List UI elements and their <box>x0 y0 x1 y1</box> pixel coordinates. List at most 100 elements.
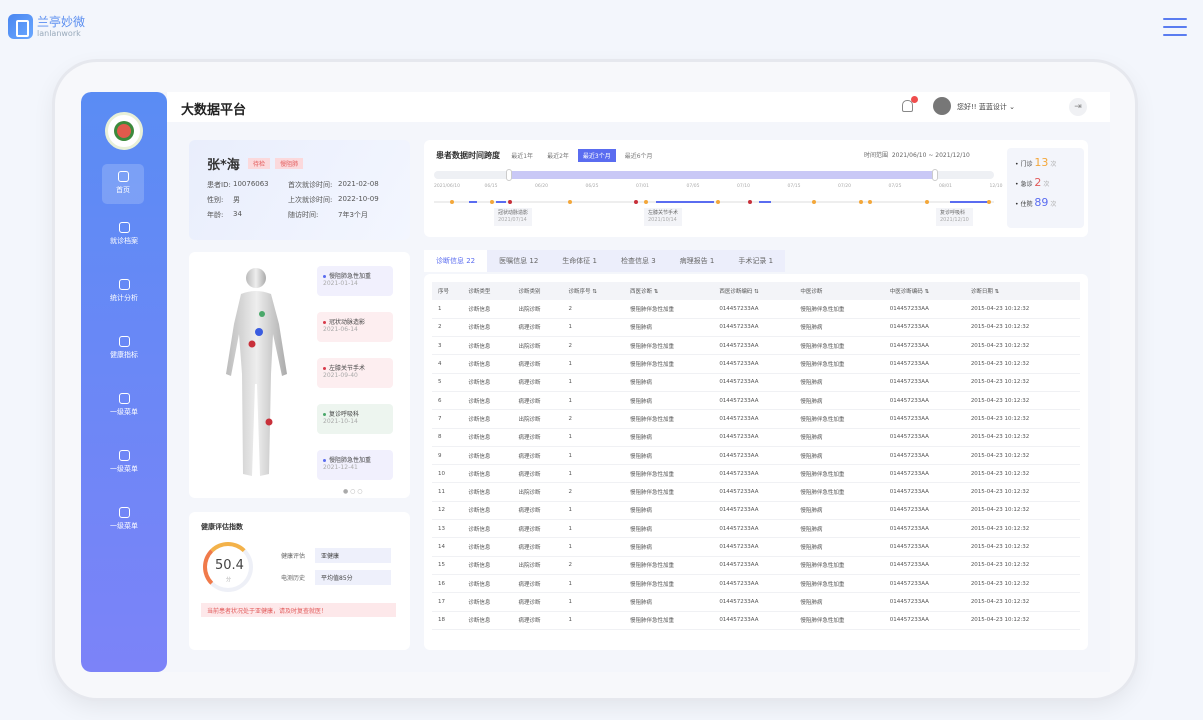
table-row[interactable]: 6 诊断信息 病理诊断 1 慢阻肺病 014457233AA 慢阻肺病 014457233AA… <box>432 391 1080 411</box>
tab[interactable]: 诊断信息 22 <box>424 250 488 272</box>
logo-icon <box>8 14 33 39</box>
table-cell: 诊断信息 <box>462 592 513 612</box>
table-cell: 慢阻肺病 <box>794 519 884 539</box>
table-row[interactable]: 11 诊断信息 出院诊断 2 慢阻肺伴急性加重 014457233AA 慢阻肺伴急性加重 01… <box>432 482 1080 502</box>
tab[interactable]: 生命体征 1 <box>562 257 597 265</box>
table-cell: 17 <box>432 592 463 612</box>
tab[interactable]: 手术记录 1 <box>738 257 774 265</box>
table-cell: 2015-04-23 10:12:32 <box>964 519 1080 539</box>
table-row[interactable]: 16 诊断信息 病理诊断 1 慢阻肺伴急性加重 014457233AA 慢阻肺伴急性加重 01… <box>432 574 1080 594</box>
table-cell: 014457233AA <box>713 391 795 411</box>
table-cell: 2015-04-23 10:12:32 <box>964 537 1080 557</box>
range-option[interactable]: 最近3个月 <box>577 149 616 162</box>
table-row[interactable]: 9 诊断信息 病理诊断 1 慢阻肺病 014457233AA 慢阻肺病 014457233AA… <box>432 446 1080 466</box>
table-cell: 慢阻肺伴急性加重 <box>794 300 884 319</box>
sidebar-item[interactable]: 健康指标 <box>81 336 167 360</box>
table-cell: 014457233AA <box>713 318 795 338</box>
brand-logo[interactable]: 兰亭妙微 lanlanwork <box>8 14 85 39</box>
sidebar-item[interactable]: 统计分析 <box>81 279 167 303</box>
table-row[interactable]: 2 诊断信息 病理诊断 1 慢阻肺病 014457233AA 慢阻肺病 014457233AA… <box>432 318 1080 338</box>
timeline-tick: 06/25 <box>585 184 599 189</box>
range-option[interactable]: 最近2年 <box>547 153 569 160</box>
table-row[interactable]: 13 诊断信息 病理诊断 1 慢阻肺病 014457233AA 慢阻肺病 014457233A… <box>432 519 1080 539</box>
table-row[interactable]: 1 诊断信息 出院诊断 2 慢阻肺伴急性加重 014457233AA 慢阻肺伴急性加重 014… <box>432 300 1080 319</box>
column-header[interactable]: 西医诊断编码 ⇅ <box>713 282 795 300</box>
table-row[interactable]: 4 诊断信息 病理诊断 1 慢阻肺伴急性加重 014457233AA 慢阻肺伴急性加重 014… <box>432 354 1080 374</box>
table-cell: 慢阻肺病 <box>623 428 714 447</box>
slider-handle-left[interactable] <box>506 169 512 181</box>
table-cell: 诊断信息 <box>462 391 513 411</box>
event-title: 复诊呼吸科 <box>329 411 360 418</box>
tab[interactable]: 医嘱信息 12 <box>499 257 539 265</box>
timeline-note[interactable]: 左膝关节手术 2021/10/14 <box>644 208 683 226</box>
bell-icon[interactable] <box>902 100 913 112</box>
table-row[interactable]: 17 诊断信息 病理诊断 1 慢阻肺病 014457233AA 慢阻肺病 014457233A… <box>432 592 1080 612</box>
table-cell: 6 <box>432 391 463 411</box>
tab[interactable]: 病理报告 1 <box>679 257 715 265</box>
column-header[interactable]: 中医诊断编码 ⇅ <box>883 282 965 300</box>
pagination-dots[interactable]: ● ○ ○ <box>343 488 363 495</box>
range-option[interactable]: 最近1年 <box>511 153 534 160</box>
stat-value: 89 <box>1034 196 1049 209</box>
table-row[interactable]: 7 诊断信息 出院诊断 2 慢阻肺伴急性加重 014457233AA 慢阻肺伴急性加重 014… <box>432 409 1080 429</box>
timeline-tick: 07/15 <box>787 184 801 189</box>
table-cell: 1 <box>562 318 624 338</box>
table-cell: 诊断信息 <box>462 501 513 521</box>
range-option[interactable]: 最近6个月 <box>624 153 653 160</box>
table-cell: 12 <box>432 501 463 521</box>
nav-icon <box>118 507 130 518</box>
body-event[interactable]: 冠状动脉造影 2021-06-14 <box>317 312 393 342</box>
patient-field-value: 7年3个月 <box>338 211 368 219</box>
timeline-tick: 06/15 <box>484 184 498 189</box>
event-dot <box>323 367 326 370</box>
table-cell: 014457233AA <box>883 446 965 466</box>
column-header[interactable]: 西医诊断 ⇅ <box>623 282 714 300</box>
table-cell: 病理诊断 <box>512 428 563 447</box>
column-header[interactable]: 诊断序号 ⇅ <box>562 282 624 300</box>
body-event[interactable]: 慢阻肺急性加重 2021-12-41 <box>317 450 393 480</box>
sidebar-item[interactable]: 一级菜单 <box>81 393 167 417</box>
timeline-tick: 2021/06/10 <box>434 184 460 189</box>
table-row[interactable]: 14 诊断信息 病理诊断 1 慢阻肺病 014457233AA 慢阻肺病 014457233A… <box>432 537 1080 557</box>
hamburger-menu-icon[interactable] <box>1163 18 1187 36</box>
timeline-note[interactable]: 复诊呼吸科 2021/12/10 <box>936 208 973 226</box>
event-title: 冠状动脉造影 <box>329 319 366 326</box>
timeline-note[interactable]: 冠状动脉造影 2021/07/14 <box>494 208 533 226</box>
table-cell: 慢阻肺伴急性加重 <box>623 574 714 594</box>
body-event[interactable]: 左膝关节手术 2021-09-40 <box>317 358 393 388</box>
table-cell: 2015-04-23 10:12:32 <box>964 464 1080 484</box>
column-header[interactable]: 诊断日期 ⇅ <box>964 282 1080 300</box>
patient-tag: 待检 <box>248 158 271 169</box>
sidebar-item[interactable]: 一级菜单 <box>81 450 167 474</box>
body-event[interactable]: 慢阻肺急性加重 2021-01-14 <box>317 266 393 296</box>
tab[interactable]: 检查信息 3 <box>620 257 656 265</box>
table-row[interactable]: 10 诊断信息 病理诊断 1 慢阻肺伴急性加重 014457233AA 慢阻肺伴急性加重 01… <box>432 464 1080 484</box>
table-cell: 慢阻肺病 <box>623 373 714 392</box>
table-row[interactable]: 5 诊断信息 病理诊断 1 慢阻肺病 014457233AA 慢阻肺病 014457233AA… <box>432 373 1080 392</box>
table-row[interactable]: 3 诊断信息 出院诊断 2 慢阻肺伴急性加重 014457233AA 慢阻肺伴急性加重 014… <box>432 336 1080 356</box>
table-cell: 慢阻肺伴急性加重 <box>794 574 884 594</box>
sidebar-item[interactable]: 首页 <box>102 164 144 204</box>
table-cell: 病理诊断 <box>512 501 563 521</box>
logout-icon[interactable]: ⇥ <box>1069 98 1087 116</box>
slider-handle-right[interactable] <box>932 169 938 181</box>
table-cell: 2015-04-23 10:12:32 <box>964 446 1080 466</box>
table-cell: 慢阻肺伴急性加重 <box>623 556 714 575</box>
table-cell: 11 <box>432 482 463 502</box>
brand-name: 兰亭妙微 <box>37 14 86 29</box>
column-header[interactable]: 中医诊断 <box>794 282 884 300</box>
avatar[interactable] <box>933 97 951 115</box>
timeline-tick: 07/10 <box>737 184 750 189</box>
body-event[interactable]: 复诊呼吸科 2021-10-14 <box>317 404 393 434</box>
range-slider[interactable] <box>434 169 994 181</box>
table-row[interactable]: 18 诊断信息 病理诊断 1 慢阻肺伴急性加重 014457233AA 慢阻肺伴急性加重 01… <box>432 611 1080 630</box>
table-row[interactable]: 8 诊断信息 病理诊断 1 慢阻肺病 014457233AA 慢阻肺病 014457233AA… <box>432 428 1080 447</box>
table-row[interactable]: 15 诊断信息 出院诊断 2 慢阻肺伴急性加重 014457233AA 慢阻肺伴急性加重 01… <box>432 556 1080 575</box>
user-menu[interactable]: 您好!! 蓝蓝设计 ⌄ <box>957 103 1015 111</box>
sidebar-item[interactable]: 一级菜单 <box>81 507 167 531</box>
table-cell: 1 <box>562 519 624 539</box>
event-dot <box>323 275 326 278</box>
sidebar-item[interactable]: 就诊档案 <box>81 222 167 246</box>
table-row[interactable]: 12 诊断信息 病理诊断 1 慢阻肺病 014457233AA 慢阻肺病 014457233A… <box>432 501 1080 521</box>
table-cell: 出院诊断 <box>512 300 563 319</box>
